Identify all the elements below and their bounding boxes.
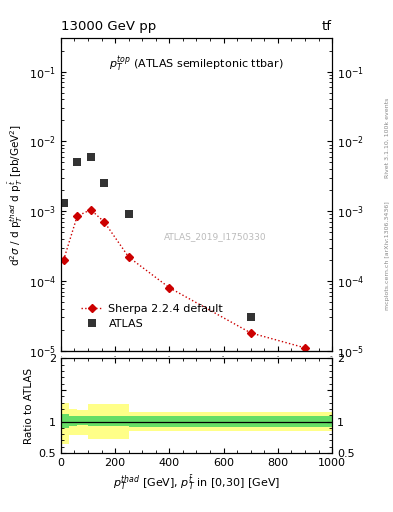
Y-axis label: d$^2\sigma$ / d p$_T^{thad}$ d p$_T^{\bar{t}}$ [pb/GeV$^2$]: d$^2\sigma$ / d p$_T^{thad}$ d p$_T^{\ba… — [6, 123, 24, 266]
Y-axis label: Ratio to ATLAS: Ratio to ATLAS — [24, 368, 34, 444]
Text: mcplots.cern.ch [arXiv:1306.3436]: mcplots.cern.ch [arXiv:1306.3436] — [385, 202, 389, 310]
Text: 13000 GeV pp: 13000 GeV pp — [61, 20, 156, 33]
Sherpa 2.2.4 default — [102, 219, 107, 225]
Sherpa 2.2.4 default — [167, 285, 172, 291]
ATLAS — [126, 211, 131, 218]
Line: ATLAS: ATLAS — [60, 153, 255, 321]
ATLAS — [75, 159, 79, 165]
Text: $p_T^{top}$ (ATLAS semileptonic ttbar): $p_T^{top}$ (ATLAS semileptonic ttbar) — [109, 54, 284, 74]
ATLAS — [88, 154, 93, 160]
Legend: Sherpa 2.2.4 default, ATLAS: Sherpa 2.2.4 default, ATLAS — [77, 301, 226, 333]
Text: Rivet 3.1.10, 100k events: Rivet 3.1.10, 100k events — [385, 98, 389, 178]
Sherpa 2.2.4 default — [126, 254, 131, 260]
Line: Sherpa 2.2.4 default: Sherpa 2.2.4 default — [61, 207, 308, 351]
X-axis label: $p_T^{thad}$ [GeV], $p_T^{\bar{t}}$ in [0,30] [GeV]: $p_T^{thad}$ [GeV], $p_T^{\bar{t}}$ in [… — [113, 474, 280, 492]
Sherpa 2.2.4 default — [248, 330, 253, 336]
ATLAS — [61, 200, 66, 206]
ATLAS — [248, 314, 253, 321]
Sherpa 2.2.4 default — [88, 207, 93, 213]
ATLAS — [102, 180, 107, 186]
Text: ATLAS_2019_I1750330: ATLAS_2019_I1750330 — [164, 232, 267, 241]
Text: tf: tf — [322, 20, 332, 33]
Sherpa 2.2.4 default — [61, 257, 66, 263]
Sherpa 2.2.4 default — [303, 345, 307, 351]
Sherpa 2.2.4 default — [75, 213, 79, 219]
